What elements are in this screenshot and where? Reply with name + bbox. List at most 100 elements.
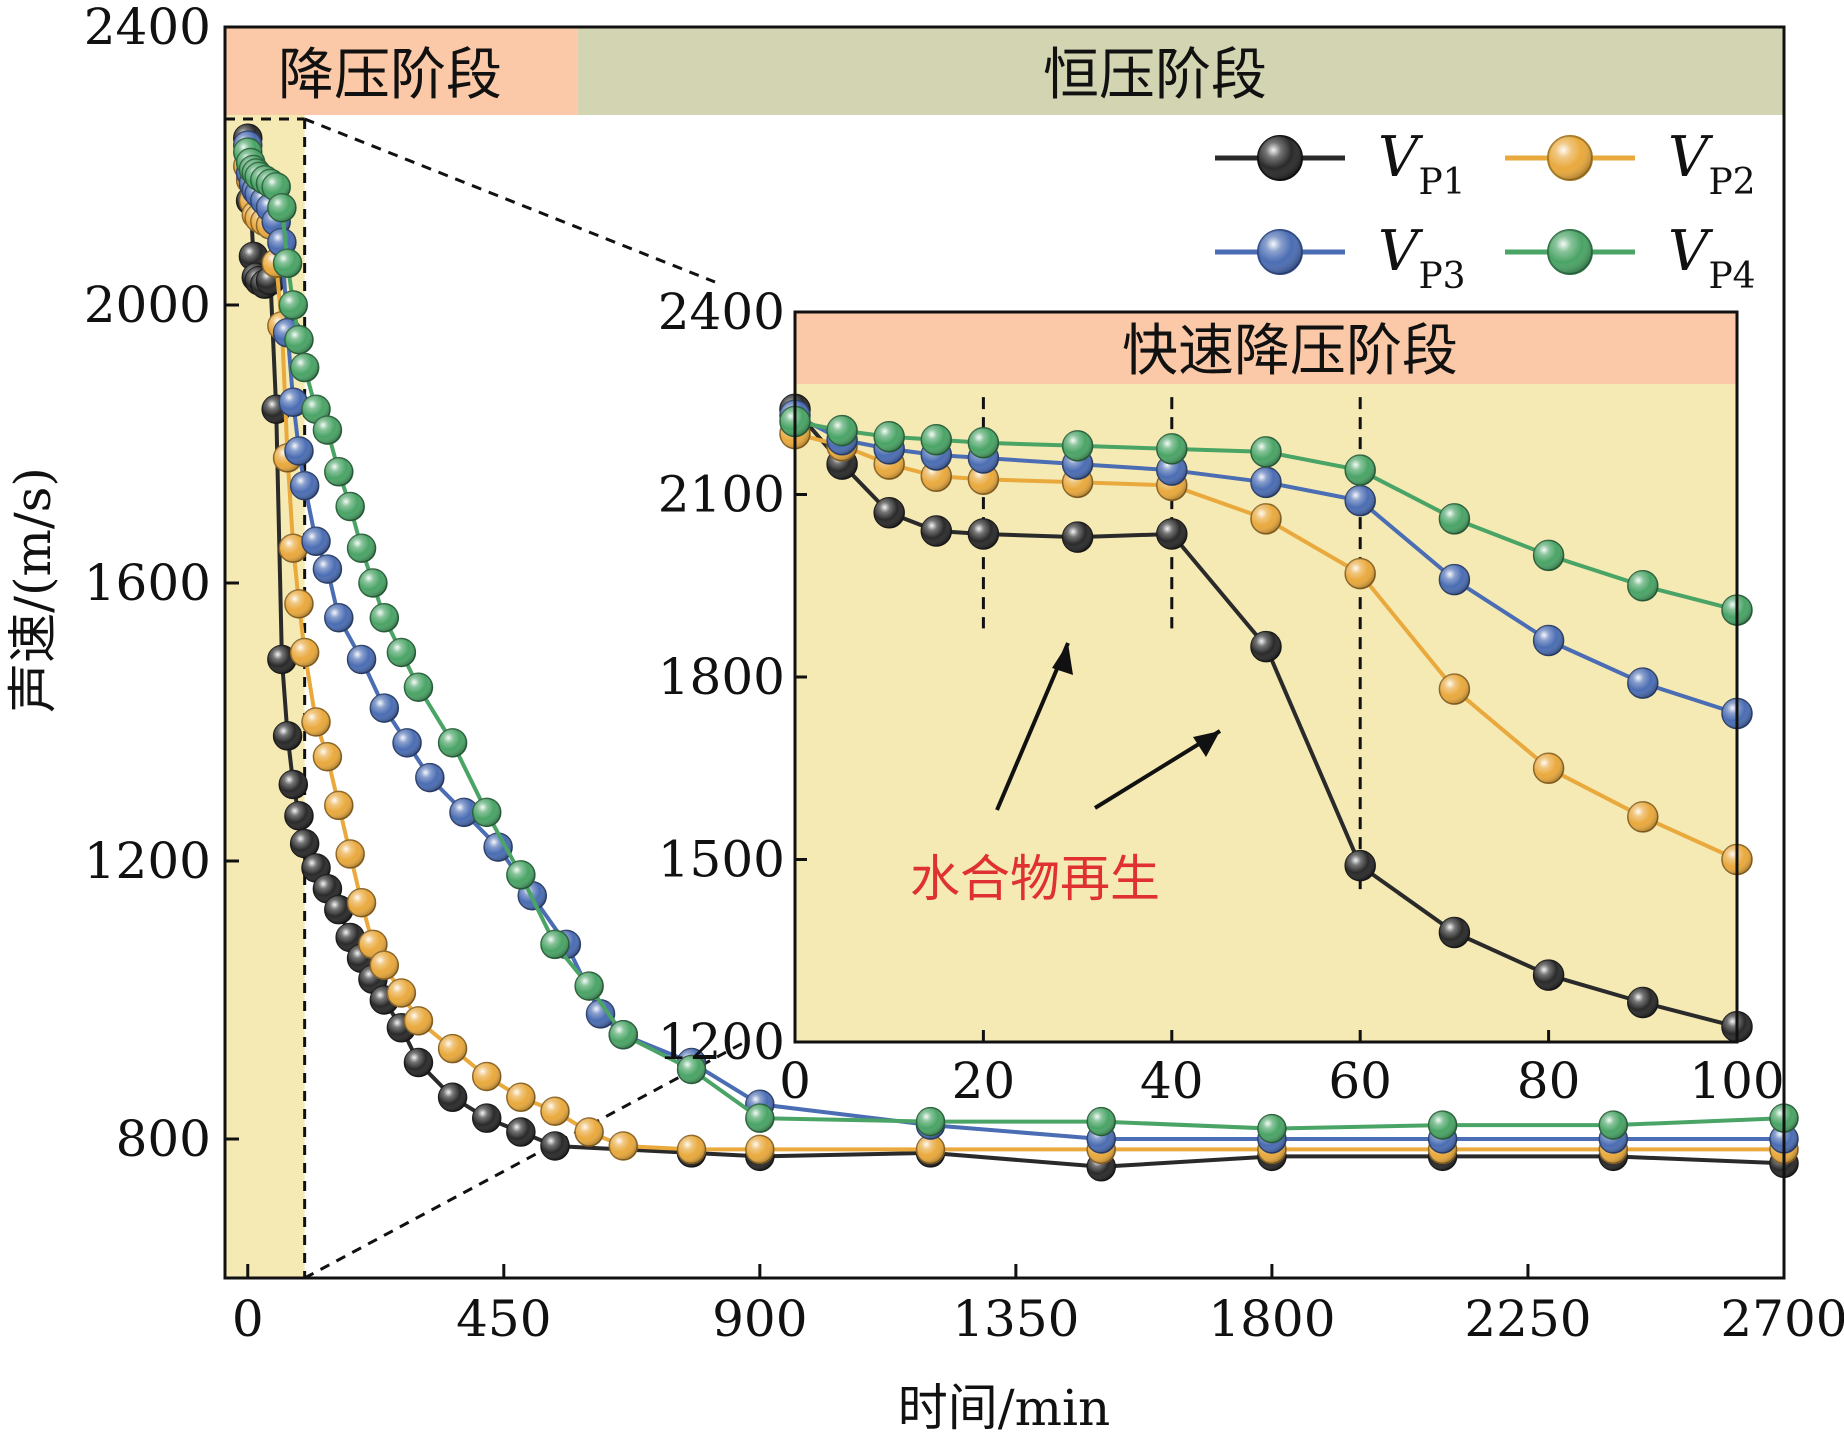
inset-data-point-shine (921, 424, 952, 455)
inset-series-vp4 (779, 405, 1753, 626)
inset-data-point-shine (1251, 467, 1281, 498)
inset-y-tick-label: 2100 (658, 466, 785, 524)
data-point-shine (284, 325, 313, 354)
y-axis-title: 声速/(m/s) (4, 467, 62, 713)
data-point-shine (393, 728, 422, 757)
data-point-shine (324, 457, 353, 486)
legend-label-vp1-main: V (1378, 125, 1424, 190)
inset-data-point-shine (1439, 503, 1470, 534)
data-point-shine (677, 1135, 706, 1164)
data-point-shine (290, 829, 319, 858)
data-point-shine (290, 638, 319, 667)
data-point-shine (273, 721, 302, 750)
data-point-shine (370, 951, 399, 980)
data-point-shine (290, 471, 319, 500)
legend-label-vp4-sub: P4 (1708, 256, 1755, 297)
data-point-shine (273, 249, 302, 278)
data-point-shine (438, 1083, 467, 1112)
data-point-shine (1087, 1107, 1116, 1136)
x-tick-label: 0 (232, 1290, 264, 1348)
inset-title: 快速降压阶段 (1122, 319, 1458, 384)
data-point-shine (677, 1055, 706, 1084)
inset-y-tick-label: 1500 (658, 831, 785, 889)
inset-data-point-shine (874, 497, 905, 528)
inset-data-point-shine (1439, 674, 1470, 705)
inset-series-layer (779, 393, 1753, 1043)
data-point-shine (279, 291, 308, 319)
main-axes: 0 450 900 1350 1800 2250 270080012001600200024… (84, 0, 1844, 1348)
data-point-shine (302, 527, 331, 556)
inset-data-point-shine (1627, 570, 1658, 601)
inset-x-tick-label: 80 (1517, 1052, 1581, 1110)
data-point-shine (1599, 1111, 1628, 1140)
inset-data-point-shine (1156, 433, 1187, 464)
inset-data-point-shine (1062, 430, 1093, 461)
data-point-shine (484, 833, 513, 862)
data-point-shine (324, 895, 353, 924)
data-point-shine (472, 1062, 501, 1091)
zoom-connector-top (304, 117, 716, 284)
data-point-shine (541, 930, 570, 959)
inset-x-tick-label: 20 (952, 1052, 1016, 1110)
inset-background (795, 312, 1737, 1042)
data-point-shine (575, 1118, 604, 1147)
data-point-shine (284, 801, 313, 830)
inset-y-tick-label: 1200 (658, 1013, 785, 1071)
legend-marker-shine-vp4 (1548, 230, 1592, 274)
inset-data-point-shine (874, 421, 905, 452)
inset-data-point-shine (1533, 960, 1564, 991)
data-point-shine (267, 645, 296, 674)
data-point-shine (370, 694, 399, 723)
data-point-shine (284, 589, 313, 618)
inset-x-tick-label: 100 (1689, 1052, 1784, 1110)
inset-plot: 快速降压阶段 0 20 40 60 80 10012001500180021002400 … (658, 283, 1785, 1110)
data-point-shine (313, 416, 342, 445)
inset-data-point-shine (1251, 631, 1281, 662)
legend-label-vp3-sub: P3 (1418, 256, 1465, 297)
data-point-shine (404, 1048, 433, 1077)
data-point-shine (313, 555, 342, 584)
data-point-shine (347, 888, 376, 917)
data-point-shine (370, 603, 399, 632)
inset-y-tick-label: 1800 (658, 648, 785, 706)
annotation-arrowhead-1 (1052, 643, 1073, 675)
legend-item-vp2: VP2 (1505, 125, 1756, 203)
inset-data-point-shine (1439, 917, 1470, 948)
x-tick-label: 1800 (1208, 1290, 1335, 1348)
regeneration-annotation: 水合物再生 (910, 642, 1222, 908)
inset-data-point-shine (1345, 455, 1376, 486)
y-tick-label: 1600 (84, 554, 211, 612)
legend-label-vp1-sub: P1 (1418, 162, 1465, 203)
data-point-shine (302, 708, 331, 736)
y-tick-label: 1200 (84, 832, 211, 890)
inset-phase-band (795, 312, 1737, 384)
x-tick-label: 900 (712, 1290, 807, 1348)
legend-item-vp1: VP1 (1215, 125, 1466, 203)
inset-data-point-shine (1062, 522, 1093, 553)
x-tick-label: 450 (456, 1290, 551, 1348)
data-point-shine (506, 1118, 535, 1147)
data-point-shine (404, 673, 433, 702)
data-point-shine (279, 534, 308, 563)
phase-labels: 降压阶段 恒压阶段 (278, 43, 1267, 108)
data-point-shine (1257, 1114, 1286, 1143)
data-point-shine (279, 770, 308, 799)
data-point-shine (506, 1083, 535, 1112)
phase-band-2 (577, 27, 1785, 115)
annotation-arrow-1 (995, 642, 1070, 811)
annotation-label: 水合物再生 (910, 850, 1160, 908)
legend-label-vp2-main: V (1668, 125, 1714, 190)
inset-plot-area (795, 312, 1737, 1042)
inset-data-point-shine (1533, 540, 1564, 571)
data-point-shine (449, 798, 478, 827)
annotation-arrowhead-2 (1193, 731, 1220, 757)
data-point-shine (347, 534, 376, 563)
data-point-shine (472, 1104, 501, 1133)
data-point-shine (609, 1131, 638, 1160)
data-point-shine (284, 436, 313, 465)
phase-label-depressurization: 降压阶段 (278, 43, 502, 108)
inset-data-point-shine (1251, 503, 1281, 534)
data-point-shine (324, 603, 353, 632)
data-point-shine (358, 569, 387, 597)
